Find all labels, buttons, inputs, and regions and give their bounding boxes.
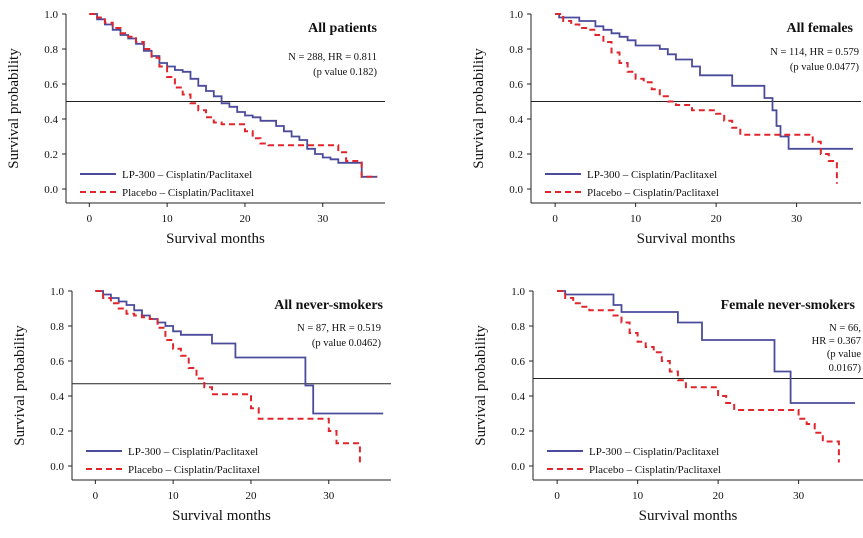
hazard-ratio-stat: N = 288, HR = 0.811 <box>288 52 377 63</box>
hazard-ratio-stat: (p value <box>827 349 861 360</box>
y-tick-label: 0.0 <box>50 461 64 473</box>
x-tick-label: 10 <box>168 490 180 502</box>
km-panel-4: 0.0 0.2 0.4 0.6 0.8 1.0 0 10 20 30 Survival probab… <box>473 286 863 524</box>
legend-label-placebo: Placebo – Cisplatin/Paclitaxel <box>122 187 254 199</box>
hazard-ratio-stat: (p value 0.0462) <box>312 338 382 349</box>
x-tick-label: 0 <box>552 213 558 225</box>
hazard-ratio-stat: N = 87, HR = 0.519 <box>297 323 381 334</box>
y-tick-label: 0.2 <box>50 426 64 438</box>
y-axis-label: Survival probability <box>471 48 487 169</box>
x-axis-label: Survival months <box>637 231 736 247</box>
x-tick-label: 20 <box>239 213 251 225</box>
y-tick-label: 0.0 <box>509 184 523 196</box>
km-panel-2: 0.0 0.2 0.4 0.6 0.8 1.0 0 10 20 30 Survival probab… <box>471 9 861 247</box>
lp300-survival-curve <box>557 290 855 404</box>
y-tick-label: 0.6 <box>44 79 58 91</box>
km-panel-1: 0.0 0.2 0.4 0.6 0.8 1.0 0 10 20 30 Survival probab… <box>6 9 385 247</box>
y-tick-label: 0.8 <box>509 44 523 56</box>
hazard-ratio-stat: 0.0167) <box>829 363 862 374</box>
hazard-ratio-stat: N = 66, <box>829 323 861 334</box>
legend-label-lp300: LP-300 – Cisplatin/Paclitaxel <box>122 169 252 181</box>
placebo-survival-curve <box>555 13 838 184</box>
panel-title: All patients <box>308 21 377 36</box>
y-tick-label: 1.0 <box>511 286 525 298</box>
legend-label-lp300: LP-300 – Cisplatin/Paclitaxel <box>128 446 258 458</box>
y-tick-label: 0.8 <box>44 44 58 56</box>
placebo-survival-curve <box>89 13 378 178</box>
legend-label-lp300: LP-300 – Cisplatin/Paclitaxel <box>587 169 717 181</box>
y-tick-label: 0.4 <box>44 114 58 126</box>
hazard-ratio-stat: (p value 0.0477) <box>790 62 860 73</box>
x-tick-label: 20 <box>711 213 723 225</box>
y-tick-label: 0.4 <box>511 391 525 403</box>
y-axis-label: Survival probability <box>6 48 22 169</box>
x-tick-label: 30 <box>793 490 805 502</box>
lp300-survival-curve <box>555 13 853 150</box>
x-tick-label: 30 <box>791 213 803 225</box>
y-tick-label: 0.0 <box>44 184 58 196</box>
y-tick-label: 0.2 <box>509 149 523 161</box>
x-axis-label: Survival months <box>639 508 738 524</box>
y-tick-label: 0.6 <box>50 356 64 368</box>
y-tick-label: 1.0 <box>44 9 58 21</box>
y-tick-label: 0.6 <box>511 356 525 368</box>
legend-label-placebo: Placebo – Cisplatin/Paclitaxel <box>589 464 721 476</box>
legend-label-placebo: Placebo – Cisplatin/Paclitaxel <box>587 187 719 199</box>
legend-label-placebo: Placebo – Cisplatin/Paclitaxel <box>128 464 260 476</box>
x-axis-label: Survival months <box>166 231 265 247</box>
y-tick-label: 0.4 <box>509 114 523 126</box>
x-tick-label: 10 <box>162 213 174 225</box>
x-tick-label: 20 <box>713 490 725 502</box>
y-tick-label: 0.4 <box>50 391 64 403</box>
x-tick-label: 0 <box>93 490 99 502</box>
placebo-survival-curve <box>557 290 840 463</box>
y-axis-label: Survival probability <box>12 325 28 446</box>
x-tick-label: 10 <box>632 490 644 502</box>
km-panel-3: 0.0 0.2 0.4 0.6 0.8 1.0 0 10 20 30 Survival probab… <box>12 286 391 524</box>
hazard-ratio-stat: (p value 0.182) <box>313 67 377 78</box>
x-tick-label: 10 <box>630 213 642 225</box>
y-tick-label: 0.8 <box>511 321 525 333</box>
y-tick-label: 0.6 <box>509 79 523 91</box>
y-tick-label: 1.0 <box>50 286 64 298</box>
y-tick-label: 0.2 <box>44 149 58 161</box>
panel-title: All never-smokers <box>274 298 383 313</box>
x-tick-label: 30 <box>323 490 335 502</box>
hazard-ratio-stat: HR = 0.367 <box>812 336 861 347</box>
y-tick-label: 0.0 <box>511 461 525 473</box>
y-tick-label: 1.0 <box>509 9 523 21</box>
lp300-survival-curve <box>89 13 378 178</box>
panel-title: Female never-smokers <box>721 298 856 313</box>
lp300-survival-curve <box>95 290 384 415</box>
x-tick-label: 20 <box>245 490 257 502</box>
legend-label-lp300: LP-300 – Cisplatin/Paclitaxel <box>589 446 719 458</box>
x-tick-label: 0 <box>554 490 560 502</box>
x-axis-label: Survival months <box>172 508 271 524</box>
y-tick-label: 0.2 <box>511 426 525 438</box>
x-tick-label: 0 <box>87 213 93 225</box>
x-tick-label: 30 <box>317 213 329 225</box>
hazard-ratio-stat: N = 114, HR = 0.579 <box>770 47 859 58</box>
y-axis-label: Survival probability <box>473 325 489 446</box>
panel-title: All females <box>787 21 854 36</box>
y-tick-label: 0.8 <box>50 321 64 333</box>
placebo-survival-curve <box>95 290 361 465</box>
